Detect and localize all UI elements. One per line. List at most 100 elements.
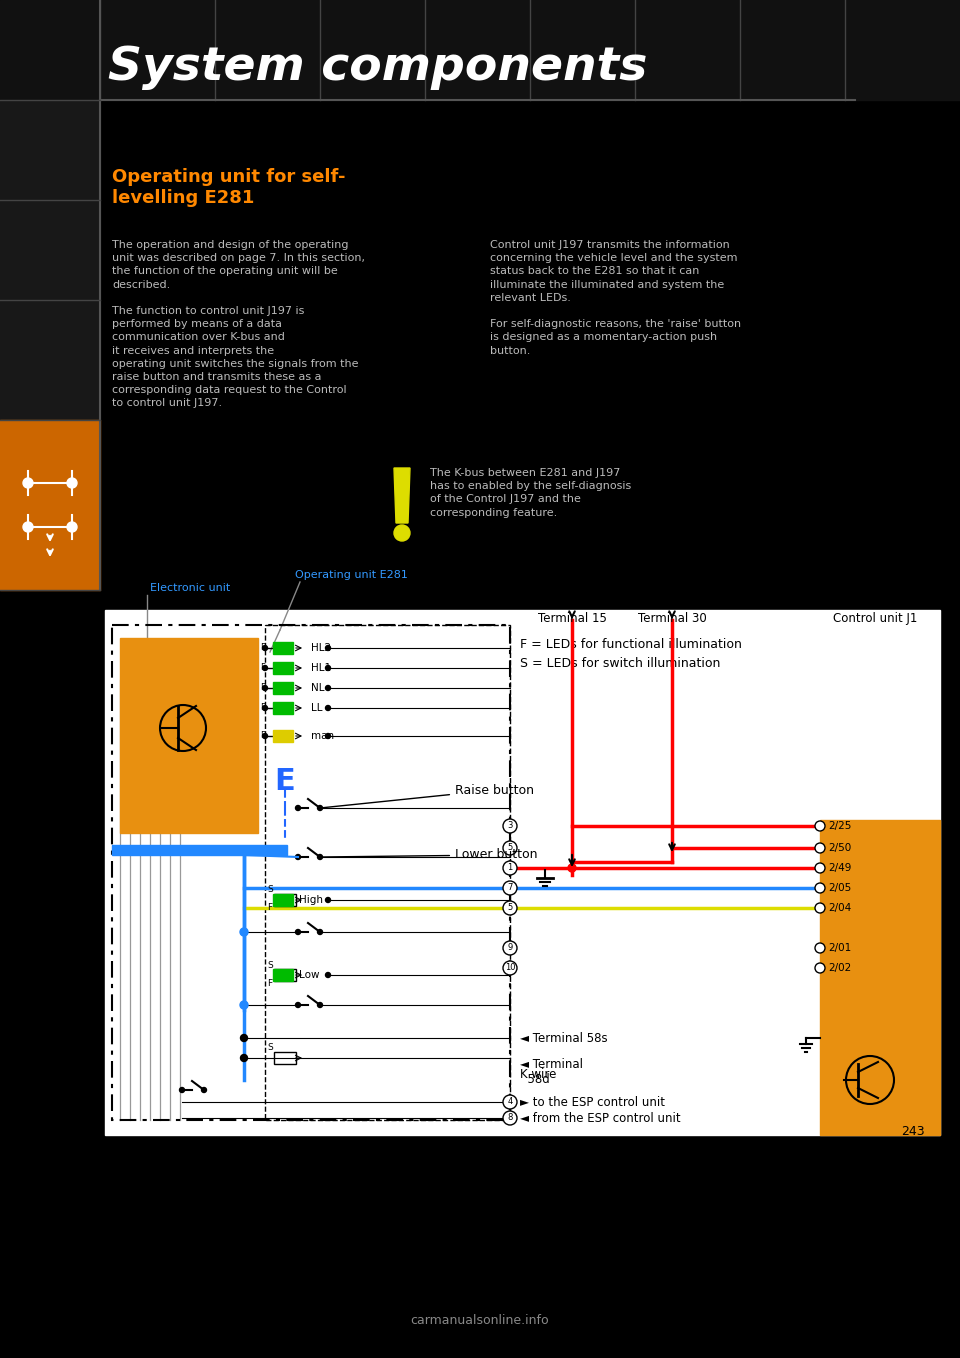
Polygon shape	[394, 469, 410, 523]
Circle shape	[296, 929, 300, 934]
Bar	[0, 300, 100, 420]
Circle shape	[503, 961, 517, 975]
Circle shape	[394, 526, 410, 540]
Text: 2/25: 2/25	[828, 822, 852, 831]
Circle shape	[296, 854, 300, 860]
Text: HL2: HL2	[311, 642, 331, 653]
Bar	[273, 894, 293, 906]
Circle shape	[318, 805, 323, 811]
Text: Lower button: Lower button	[323, 849, 538, 861]
Text: 2/49: 2/49	[828, 862, 852, 873]
Bar	[0, 0, 960, 100]
Text: S: S	[267, 960, 273, 970]
Bar	[273, 642, 293, 655]
Text: ◄ Terminal 58s: ◄ Terminal 58s	[520, 1032, 608, 1044]
Bar	[120, 638, 258, 832]
Bar	[274, 1052, 296, 1065]
Circle shape	[815, 843, 825, 853]
Bar	[274, 894, 296, 906]
Text: 2/05: 2/05	[828, 883, 852, 894]
Bar	[0, 420, 100, 589]
Text: Operating unit E281: Operating unit E281	[295, 570, 408, 580]
Text: F: F	[260, 683, 265, 691]
Circle shape	[503, 900, 517, 915]
Text: F = LEDs for functional illumination
S = LEDs for switch illumination: F = LEDs for functional illumination S =…	[520, 638, 742, 669]
Circle shape	[815, 883, 825, 894]
Text: 1: 1	[508, 864, 513, 872]
Text: System components: System components	[108, 46, 647, 91]
Circle shape	[325, 686, 330, 690]
Text: Electronic unit: Electronic unit	[150, 583, 230, 593]
Text: Control unit J1: Control unit J1	[833, 612, 917, 625]
Text: carmanualsonline.info: carmanualsonline.info	[411, 1313, 549, 1327]
Circle shape	[318, 929, 323, 934]
Text: F: F	[268, 903, 273, 913]
Circle shape	[815, 963, 825, 972]
Circle shape	[325, 898, 330, 903]
Text: 4: 4	[508, 1097, 513, 1107]
Text: High: High	[299, 895, 323, 904]
Bar	[273, 702, 293, 714]
Bar	[273, 661, 293, 674]
Circle shape	[815, 822, 825, 831]
Text: Control unit J197 transmits the information
concerning the vehicle level and the: Control unit J197 transmits the informat…	[490, 240, 741, 356]
Circle shape	[325, 645, 330, 650]
Circle shape	[180, 1088, 184, 1092]
Circle shape	[202, 1088, 206, 1092]
Circle shape	[325, 665, 330, 671]
Text: 2/04: 2/04	[828, 903, 852, 913]
Circle shape	[296, 805, 300, 811]
Text: man: man	[311, 731, 334, 741]
Bar	[112, 625, 510, 1120]
Bar	[105, 610, 940, 1135]
Circle shape	[262, 645, 268, 650]
Text: 2/02: 2/02	[828, 963, 852, 972]
Circle shape	[503, 941, 517, 955]
Text: Terminal 15: Terminal 15	[538, 612, 607, 625]
Circle shape	[296, 1002, 300, 1008]
Bar	[820, 820, 940, 1135]
Circle shape	[241, 1055, 248, 1062]
Bar	[265, 625, 510, 1120]
Circle shape	[318, 854, 323, 860]
Text: ◄ Terminal
  58d: ◄ Terminal 58d	[520, 1058, 583, 1086]
Circle shape	[325, 733, 330, 739]
Text: 10: 10	[505, 963, 516, 972]
Bar	[0, 100, 100, 200]
Circle shape	[815, 862, 825, 873]
Bar	[273, 731, 293, 741]
Text: 2/50: 2/50	[828, 843, 852, 853]
Circle shape	[815, 903, 825, 913]
Circle shape	[262, 733, 268, 739]
Circle shape	[503, 1111, 517, 1124]
Text: The K-bus between E281 and J197
has to enabled by the self-diagnosis
of the Cont: The K-bus between E281 and J197 has to e…	[430, 469, 632, 517]
Text: E: E	[275, 767, 296, 797]
Circle shape	[240, 928, 248, 936]
Circle shape	[67, 478, 77, 488]
Circle shape	[240, 1001, 248, 1009]
Bar	[0, 200, 100, 300]
Text: 9: 9	[508, 944, 513, 952]
Text: 5: 5	[508, 843, 513, 853]
Text: F: F	[260, 642, 265, 652]
Text: ◄ from the ESP control unit: ◄ from the ESP control unit	[520, 1111, 681, 1124]
Circle shape	[262, 706, 268, 710]
Bar	[273, 682, 293, 694]
Circle shape	[503, 841, 517, 856]
Bar	[273, 970, 293, 980]
Circle shape	[503, 819, 517, 832]
Circle shape	[241, 1035, 248, 1042]
Text: F: F	[260, 731, 265, 740]
Bar	[274, 970, 296, 980]
Circle shape	[503, 861, 517, 875]
Text: HL1: HL1	[311, 663, 331, 674]
Circle shape	[325, 706, 330, 710]
Text: S: S	[267, 1043, 273, 1052]
Text: Low: Low	[299, 970, 320, 980]
Text: 7: 7	[507, 884, 513, 892]
Circle shape	[503, 881, 517, 895]
Text: ► to the ESP control unit: ► to the ESP control unit	[520, 1096, 665, 1108]
Text: 8: 8	[507, 1114, 513, 1123]
Circle shape	[815, 942, 825, 953]
Circle shape	[67, 521, 77, 532]
